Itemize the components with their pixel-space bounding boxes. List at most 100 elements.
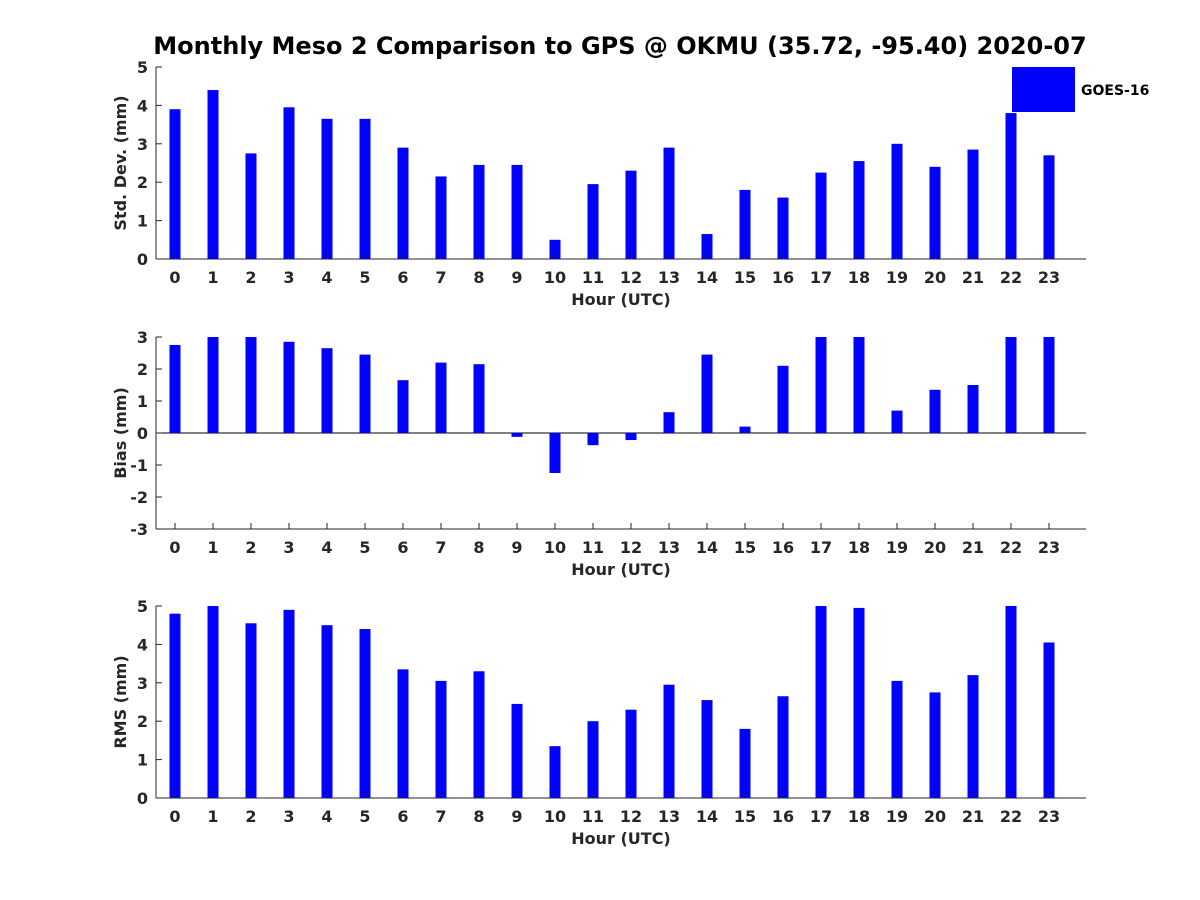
x-tick-label: 13 [658, 807, 680, 826]
y-tick-label: 0 [137, 424, 148, 443]
x-axis-label: Hour (UTC) [571, 829, 671, 848]
bar-hour-15 [739, 426, 751, 433]
x-tick-label: 3 [283, 538, 294, 557]
bar-hour-22 [1005, 113, 1017, 259]
y-axis-label: Bias (mm) [111, 387, 130, 479]
x-tick-label: 16 [772, 807, 794, 826]
x-tick-label: 15 [734, 807, 756, 826]
y-tick-label: 3 [137, 328, 148, 347]
bar-hour-17 [815, 172, 827, 259]
bar-hour-0 [169, 109, 181, 260]
x-tick-label: 16 [772, 268, 794, 287]
bar-hour-3 [283, 341, 295, 433]
bar-hour-19 [891, 680, 903, 798]
bar-hour-18 [853, 161, 865, 259]
x-tick-label: 0 [169, 268, 180, 287]
bar-hour-10 [549, 433, 561, 473]
x-tick-label: 13 [658, 538, 680, 557]
bar-hour-9 [511, 703, 523, 798]
x-tick-label: 7 [435, 807, 446, 826]
x-tick-label: 4 [321, 268, 332, 287]
bar-hour-6 [397, 669, 409, 798]
x-tick-label: 23 [1038, 538, 1060, 557]
bar-hour-3 [283, 107, 295, 259]
x-tick-label: 17 [810, 807, 832, 826]
bar-hour-1 [207, 90, 219, 259]
bar-hour-17 [815, 337, 827, 433]
bar-hour-12 [625, 709, 637, 798]
bar-hour-13 [663, 412, 675, 433]
y-tick-label: 0 [137, 250, 148, 269]
y-tick-label: 1 [137, 212, 148, 231]
x-tick-label: 8 [473, 268, 484, 287]
legend: GOES-16 [1012, 67, 1149, 112]
x-tick-label: 9 [511, 538, 522, 557]
x-tick-label: 0 [169, 807, 180, 826]
bar-hour-18 [853, 607, 865, 798]
bar-hour-14 [701, 700, 713, 798]
bar-hour-21 [967, 149, 979, 259]
bar-hour-20 [929, 166, 941, 259]
legend-label: GOES-16 [1081, 83, 1149, 99]
bar-hour-4 [321, 118, 333, 259]
x-tick-label: 4 [321, 807, 332, 826]
x-tick-label: 1 [207, 268, 218, 287]
bar-hour-19 [891, 143, 903, 259]
x-tick-label: 20 [924, 268, 946, 287]
bar-hour-8 [473, 671, 485, 798]
x-tick-label: 9 [511, 268, 522, 287]
x-tick-label: 17 [810, 268, 832, 287]
x-tick-label: 12 [620, 538, 642, 557]
bar-hour-5 [359, 629, 371, 798]
bar-hour-2 [245, 337, 257, 433]
bar-hour-9 [511, 164, 523, 259]
x-tick-label: 7 [435, 268, 446, 287]
bar-hour-2 [245, 153, 257, 259]
bar-hour-1 [207, 337, 219, 433]
x-tick-label: 9 [511, 807, 522, 826]
y-tick-label: -2 [130, 488, 148, 507]
y-tick-label: -1 [130, 456, 148, 475]
x-tick-label: 13 [658, 268, 680, 287]
y-tick-label: 2 [137, 173, 148, 192]
x-tick-label: 12 [620, 807, 642, 826]
bar-hour-16 [777, 365, 789, 433]
bar-hour-0 [169, 345, 181, 433]
x-tick-label: 10 [544, 538, 566, 557]
y-tick-label: 1 [137, 392, 148, 411]
x-tick-label: 2 [245, 538, 256, 557]
y-tick-label: 3 [137, 674, 148, 693]
y-tick-label: 2 [137, 712, 148, 731]
bar-hour-6 [397, 147, 409, 259]
x-tick-label: 2 [245, 268, 256, 287]
x-tick-label: 1 [207, 538, 218, 557]
bar-hour-15 [739, 728, 751, 798]
x-tick-label: 21 [962, 268, 984, 287]
x-tick-label: 20 [924, 538, 946, 557]
bar-hour-7 [435, 176, 447, 259]
bar-hour-8 [473, 364, 485, 433]
bar-hour-7 [435, 680, 447, 798]
x-tick-label: 3 [283, 268, 294, 287]
x-tick-label: 22 [1000, 268, 1022, 287]
bar-hour-8 [473, 164, 485, 259]
bar-hour-7 [435, 362, 447, 433]
x-tick-label: 2 [245, 807, 256, 826]
x-tick-label: 3 [283, 807, 294, 826]
bar-hour-11 [587, 433, 599, 446]
y-tick-label: 2 [137, 360, 148, 379]
bar-hour-19 [891, 410, 903, 433]
bar-hour-14 [701, 234, 713, 259]
bar-hour-22 [1005, 606, 1017, 798]
x-tick-label: 11 [582, 268, 604, 287]
y-tick-label: 5 [137, 597, 148, 616]
x-tick-label: 19 [886, 268, 908, 287]
bar-hour-21 [967, 385, 979, 433]
bar-hour-15 [739, 189, 751, 259]
x-tick-label: 8 [473, 538, 484, 557]
x-tick-label: 18 [848, 268, 870, 287]
x-tick-label: 22 [1000, 538, 1022, 557]
bar-hour-16 [777, 696, 789, 798]
